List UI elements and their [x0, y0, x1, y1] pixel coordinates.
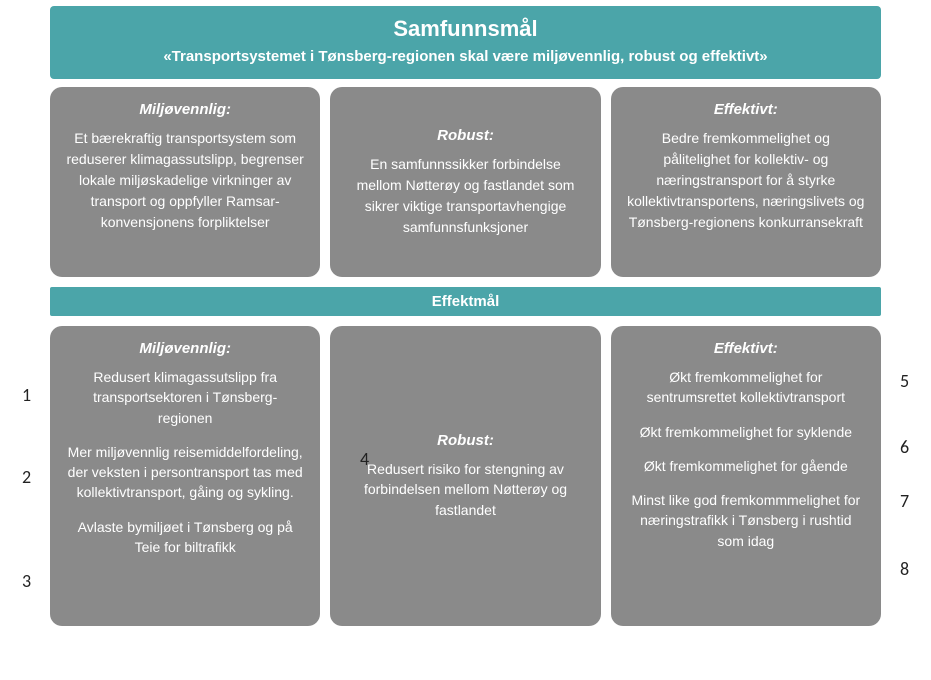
card-entry: Redusert risiko for stengning av forbind… [346, 459, 584, 520]
side-number-5: 5 [900, 370, 909, 392]
card-body: En samfunnssikker forbindelse mellom Nøt… [346, 154, 584, 238]
card-heading: Robust: [346, 432, 584, 449]
side-number-4: 4 [360, 448, 369, 470]
bottom-card-miljovennlig: Miljøvennlig: Redusert klimagassutslipp … [50, 326, 320, 626]
side-number-2: 2 [22, 466, 31, 488]
bottom-card-robust: Robust: Redusert risiko for stengning av… [330, 326, 600, 626]
side-number-3: 3 [22, 570, 31, 592]
top-card-row: Miljøvennlig: Et bærekraftig transportsy… [50, 87, 881, 277]
bottom-card-effektivt: Effektivt: Økt fremkommelighet for sentr… [611, 326, 881, 626]
top-banner-title: Samfunnsmål [62, 16, 869, 42]
card-entry: Minst like god fremkommmelighet for næri… [627, 490, 865, 551]
top-card-miljovennlig: Miljøvennlig: Et bærekraftig transportsy… [50, 87, 320, 277]
card-entry: Økt fremkommelighet for syklende [627, 422, 865, 442]
card-entry: Avlaste bymiljøet i Tønsberg og på Teie … [66, 517, 304, 558]
top-banner: Samfunnsmål «Transportsystemet i Tønsber… [50, 6, 881, 79]
side-number-6: 6 [900, 436, 909, 458]
card-heading: Miljøvennlig: [66, 101, 304, 118]
top-card-robust: Robust: En samfunnssikker forbindelse me… [330, 87, 600, 277]
card-heading: Effektivt: [627, 340, 865, 357]
mid-banner: Effektmål [50, 287, 881, 316]
top-banner-subtitle: «Transportsystemet i Tønsberg-regionen s… [62, 48, 869, 65]
bottom-card-row: Miljøvennlig: Redusert klimagassutslipp … [50, 326, 881, 626]
card-entry: Mer miljøvennlig reisemiddelfordeling, d… [66, 442, 304, 503]
card-body: Bedre fremkommelighet og pålitelighet fo… [627, 128, 865, 233]
card-heading: Robust: [346, 127, 584, 144]
top-card-effektivt: Effektivt: Bedre fremkommelighet og påli… [611, 87, 881, 277]
side-number-7: 7 [900, 490, 909, 512]
card-heading: Miljøvennlig: [66, 340, 304, 357]
card-entry: Økt fremkommelighet for gående [627, 456, 865, 476]
side-number-8: 8 [900, 558, 909, 580]
card-heading: Effektivt: [627, 101, 865, 118]
side-number-1: 1 [22, 384, 31, 406]
card-entry: Økt fremkommelighet for sentrumsrettet k… [627, 367, 865, 408]
card-body: Et bærekraftig transportsystem som redus… [66, 128, 304, 233]
card-entry: Redusert klimagassutslipp fra transports… [66, 367, 304, 428]
